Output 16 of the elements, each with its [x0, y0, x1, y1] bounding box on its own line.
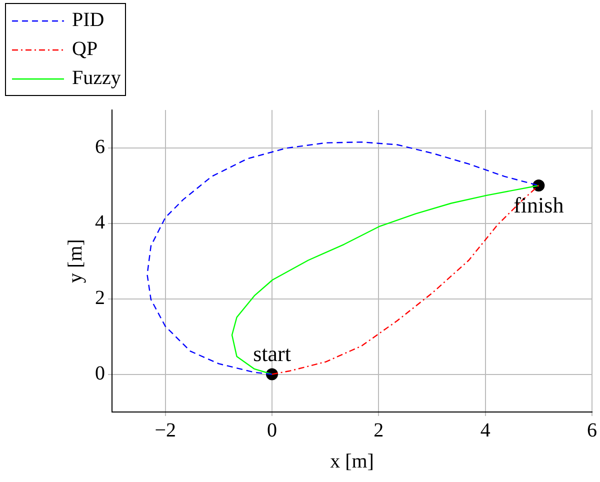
y-axis-title: y [m]: [64, 239, 86, 283]
x-axis-title: x [m]: [330, 450, 374, 472]
annotation: finish: [514, 192, 564, 218]
y-tick-label: 4: [95, 212, 105, 234]
x-tick-label: 6: [587, 419, 597, 442]
legend-label: QP: [72, 38, 98, 61]
y-tick-label: 6: [95, 136, 105, 158]
x-tick-label: −2: [154, 419, 176, 442]
y-tick-label: 2: [95, 287, 105, 309]
x-tick-label: 4: [480, 419, 490, 442]
x-tick-label: 0: [267, 419, 277, 442]
x-tick-label: 2: [374, 419, 384, 442]
legend-label: PID: [72, 9, 104, 32]
annotation: start: [253, 341, 291, 366]
legend-label: Fuzzy: [72, 67, 121, 90]
y-tick-label: 0: [95, 362, 105, 384]
